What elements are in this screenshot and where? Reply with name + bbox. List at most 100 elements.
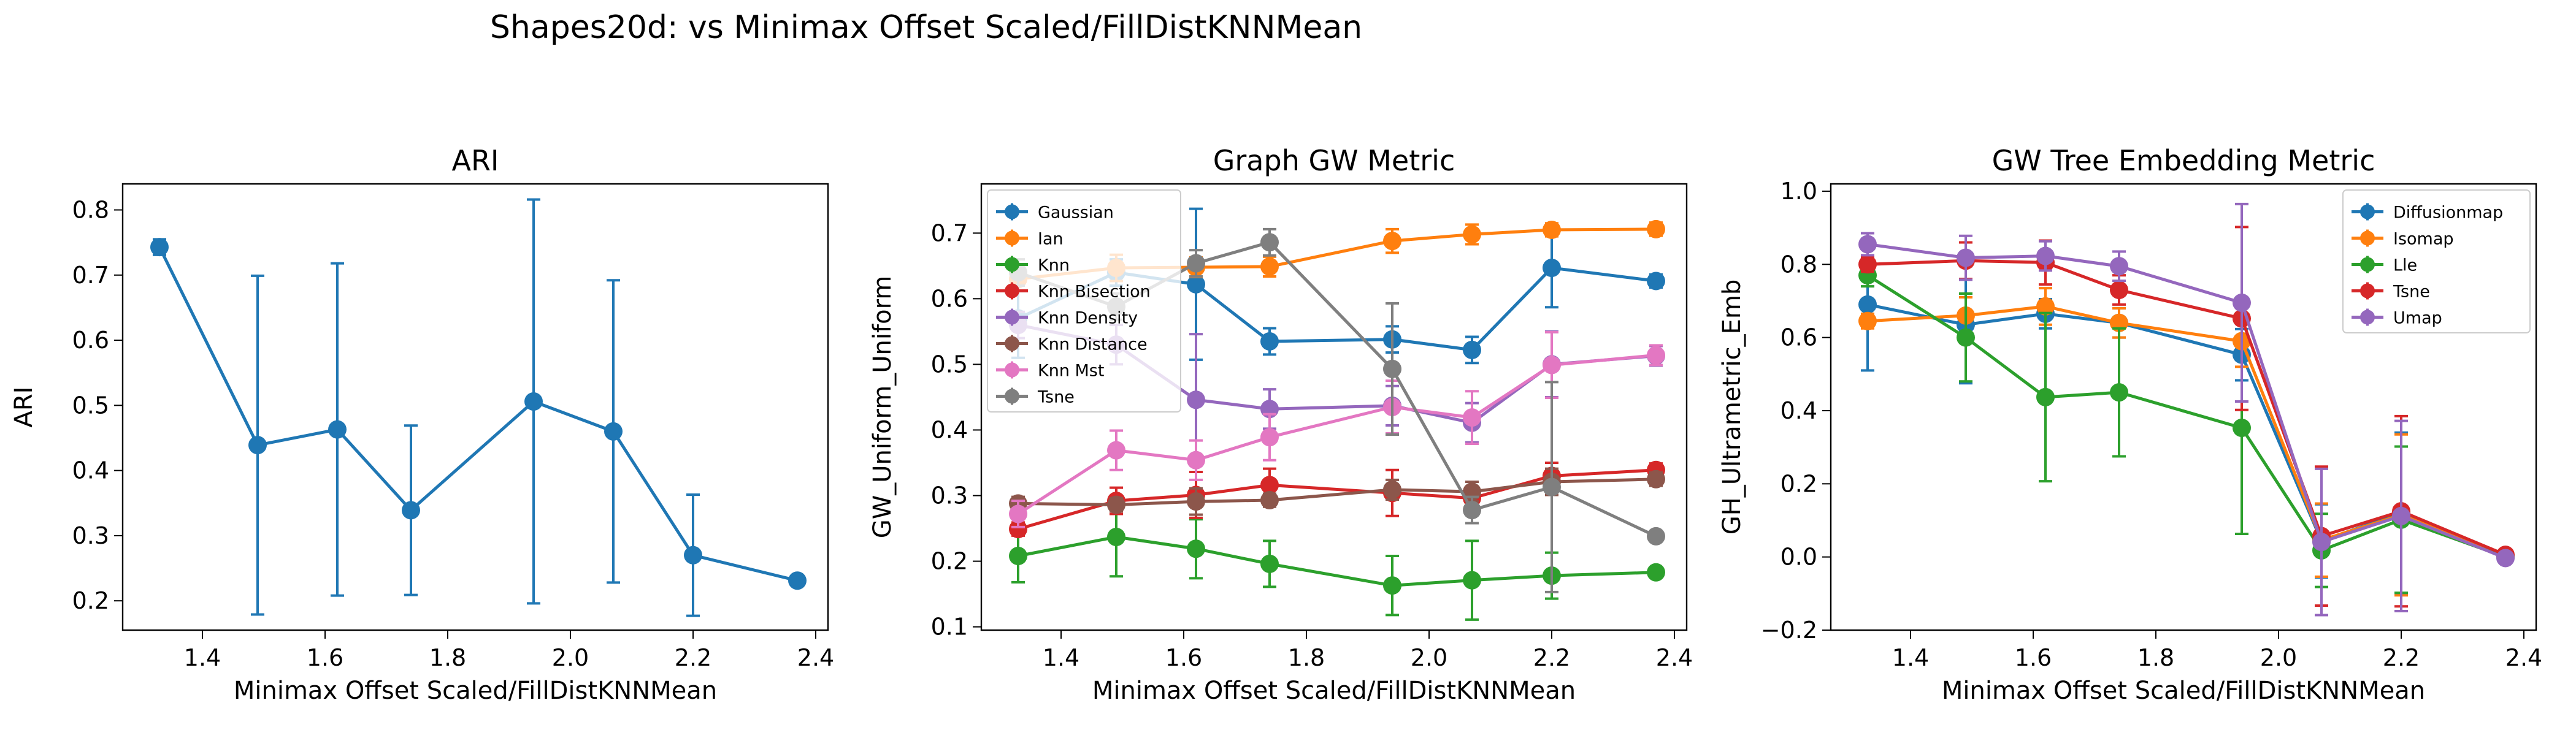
- y-tick-label: 0.6: [931, 285, 968, 312]
- data-point: [1647, 272, 1665, 291]
- data-point: [1858, 255, 1877, 274]
- series-line: [1867, 259, 2506, 557]
- legend-item: Diffusionmap: [2352, 203, 2503, 223]
- legend-swatch-marker: [1005, 230, 1019, 246]
- x-tick-label: 2.4: [797, 644, 834, 671]
- data-point: [524, 392, 543, 411]
- y-tick-label: 0.0: [1781, 544, 1817, 571]
- x-tick-label: 2.4: [1656, 644, 1693, 671]
- legend-label: Tsne: [1037, 388, 1075, 407]
- data-point: [1858, 311, 1877, 330]
- data-point: [1260, 257, 1279, 276]
- data-point: [2496, 549, 2515, 568]
- x-tick-label: 1.8: [429, 644, 466, 671]
- legend-label: Tsne: [2393, 283, 2430, 302]
- data-point: [1957, 328, 1975, 347]
- data-point: [1543, 477, 1561, 496]
- legend-swatch-marker: [1005, 283, 1019, 299]
- y-tick-label: 0.7: [931, 219, 968, 246]
- legend-swatch-marker: [2360, 230, 2375, 246]
- data-point: [2110, 257, 2128, 276]
- x-tick-label: 1.4: [184, 644, 221, 671]
- data-point: [2233, 419, 2251, 438]
- legend-frame: [987, 189, 1181, 413]
- data-point: [1543, 356, 1561, 375]
- y-tick-label: 0.3: [72, 522, 109, 549]
- data-point: [1187, 451, 1205, 470]
- legend-swatch-marker: [2360, 283, 2375, 299]
- legend-item: Isomap: [2352, 229, 2454, 249]
- data-point: [2392, 506, 2410, 525]
- data-point: [2036, 246, 2055, 265]
- data-point: [2233, 293, 2251, 312]
- series-line: [1866, 274, 2506, 559]
- data-point: [1463, 408, 1481, 427]
- data-point: [2036, 297, 2055, 316]
- y-tick-label: 1.0: [1781, 178, 1817, 205]
- legend-item: Gaussian: [996, 203, 1114, 223]
- y-tick-label: 0.2: [1781, 470, 1817, 497]
- axes-frame: [980, 183, 1688, 631]
- data-point: [1187, 390, 1205, 409]
- y-axis-label: ARI: [10, 387, 38, 428]
- data-point: [1260, 428, 1279, 447]
- x-tick-label: 1.6: [1165, 644, 1202, 671]
- data-point: [1260, 476, 1279, 495]
- y-axis-label: GW_Uniform_Uniform: [868, 276, 897, 539]
- x-tick-label: 1.8: [2137, 644, 2174, 671]
- data-point: [1107, 441, 1125, 460]
- legend-item: Tsne: [2352, 282, 2430, 302]
- legend-label: Knn Bisection: [1038, 283, 1151, 302]
- chart-2: 1.4 1.6 1.8 2.0 2.2 2.4 0.1 0.2 0.3 0.4 0.5 0.6 0.7 G…: [868, 144, 1693, 705]
- x-axis-label: Minimax Offset Scaled/FillDistKNNMean: [234, 677, 717, 705]
- y-tick-label: 0.3: [931, 482, 968, 509]
- data-point: [2312, 533, 2331, 552]
- data-point: [1543, 220, 1561, 239]
- y-tick-label: 0.4: [931, 416, 968, 443]
- figure-suptitle: Shapes20d: vs Minimax Offset Scaled/Fill…: [490, 9, 1362, 46]
- series-knn: [1009, 496, 1665, 621]
- x-tick-label: 1.6: [307, 644, 343, 671]
- legend-swatch-marker: [2360, 204, 2375, 219]
- legend: Diffusionmap Isomap Lle Tsne Umap: [2342, 189, 2531, 333]
- axes-frame: [1830, 183, 2537, 631]
- data-point: [1543, 259, 1561, 278]
- data-point: [1957, 248, 1975, 267]
- series-line: [1017, 353, 1657, 515]
- data-point: [1260, 554, 1279, 573]
- legend: Gaussian Ian Knn Knn Bisection Knn Density Kn…: [987, 189, 1181, 413]
- legend-label: Knn: [1038, 256, 1070, 275]
- legend-item: Knn Distance: [996, 335, 1148, 354]
- legend-label: Knn Density: [1038, 309, 1138, 328]
- series-line: [158, 246, 798, 582]
- y-tick-label: 0.8: [1781, 251, 1817, 278]
- legend-label: Knn Mst: [1038, 362, 1104, 381]
- data-point: [1383, 359, 1401, 378]
- legend-swatch-marker: [2360, 257, 2375, 272]
- legend-swatch-marker: [1005, 362, 1019, 378]
- legend-swatch-marker: [1005, 204, 1019, 219]
- data-point: [1260, 233, 1279, 252]
- x-tick-label: 2.0: [2260, 644, 2297, 671]
- legend-item: Ian: [996, 229, 1064, 249]
- y-tick-label: 0.8: [72, 197, 109, 224]
- legend-item: Knn Mst: [996, 361, 1104, 381]
- series-isomap: [1858, 287, 2515, 597]
- chart-title: GW Tree Embedding Metric: [1992, 144, 2375, 177]
- series-line: [1018, 535, 1657, 587]
- x-tick-label: 2.2: [1533, 644, 1570, 671]
- legend-item: Knn Bisection: [996, 282, 1151, 302]
- data-point: [1463, 501, 1481, 520]
- legend-swatch-marker: [2360, 310, 2375, 325]
- data-point: [788, 571, 807, 590]
- data-point: [1858, 235, 1877, 254]
- legend-swatch-marker: [1005, 336, 1019, 351]
- data-point: [1009, 520, 1027, 539]
- data-point: [1187, 254, 1205, 273]
- legend-label: Knn Distance: [1038, 335, 1148, 354]
- data-point: [1260, 332, 1279, 351]
- legend-item: Knn Density: [996, 308, 1138, 328]
- legend-item: Tsne: [996, 387, 1075, 407]
- x-tick-label: 1.6: [2015, 644, 2052, 671]
